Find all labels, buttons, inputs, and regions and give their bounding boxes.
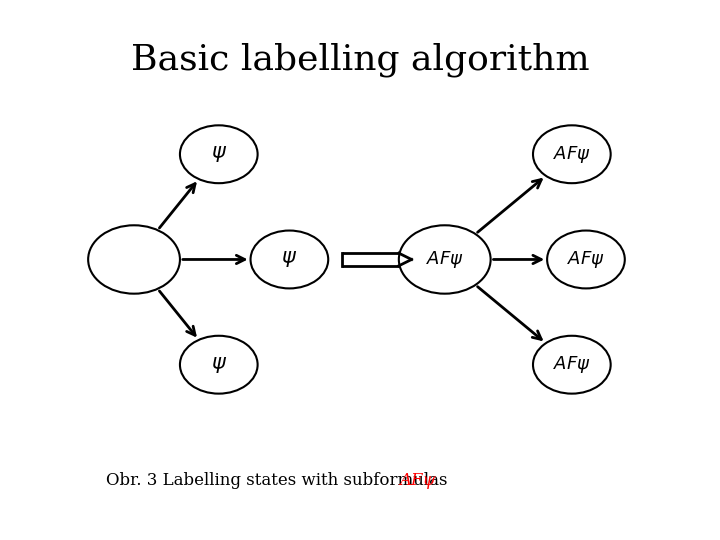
Text: $AF\psi$: $AF\psi$ [553, 354, 590, 375]
Text: Basic labelling algorithm: Basic labelling algorithm [131, 42, 589, 77]
Text: $AF\psi$: $AF\psi$ [426, 249, 464, 270]
Text: $AF\psi$: $AF\psi$ [567, 249, 605, 270]
Text: Obr. 3 Labelling states with subformulas: Obr. 3 Labelling states with subformulas [106, 472, 453, 489]
Text: AFψ: AFψ [399, 472, 436, 489]
Text: $\psi$: $\psi$ [211, 355, 227, 375]
Text: $\psi$: $\psi$ [282, 249, 297, 269]
Text: $\psi$: $\psi$ [211, 144, 227, 164]
Text: $AF\psi$: $AF\psi$ [553, 144, 590, 165]
